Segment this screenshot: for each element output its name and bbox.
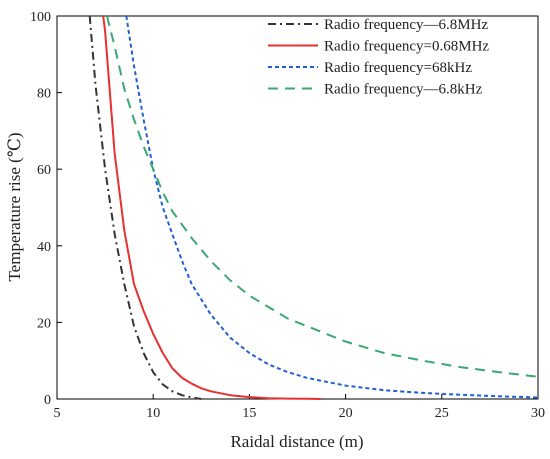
- series-line-3: [125, 15, 539, 399]
- x-tick-label: 15: [242, 406, 256, 421]
- x-tick-label: 20: [339, 406, 353, 421]
- y-tick-label: 0: [44, 393, 51, 408]
- series-layer: [88, 15, 539, 400]
- y-tick-label: 80: [37, 87, 51, 102]
- legend-label: Radio frequency—6.8MHz: [324, 17, 488, 33]
- axis-ticks: 5 10 15 20 25 30 0 20 40 60 80 100: [30, 10, 545, 421]
- y-axis-label: Temperature rise (℃): [5, 132, 24, 281]
- x-tick-label: 30: [531, 406, 545, 421]
- legend: Radio frequency—6.8MHz Radio frequency=0.…: [268, 17, 489, 98]
- series-line-4: [106, 15, 539, 378]
- legend-label: Radio frequency—6.8kHz: [324, 82, 483, 98]
- y-tick-label: 40: [37, 240, 51, 255]
- y-tick-label: 20: [37, 316, 51, 331]
- legend-label: Radio frequency=0.68MHz: [324, 39, 489, 55]
- x-tick-label: 5: [54, 406, 61, 421]
- y-tick-label: 100: [30, 10, 51, 25]
- y-tick-label: 60: [37, 163, 51, 178]
- x-tick-label: 10: [146, 406, 160, 421]
- x-tick-label: 25: [435, 406, 449, 421]
- series-line-1: [88, 15, 202, 400]
- series-line-2: [102, 15, 321, 400]
- legend-label: Radio frequency=68kHz: [324, 60, 472, 76]
- x-axis-label: Raidal distance (m): [230, 432, 363, 451]
